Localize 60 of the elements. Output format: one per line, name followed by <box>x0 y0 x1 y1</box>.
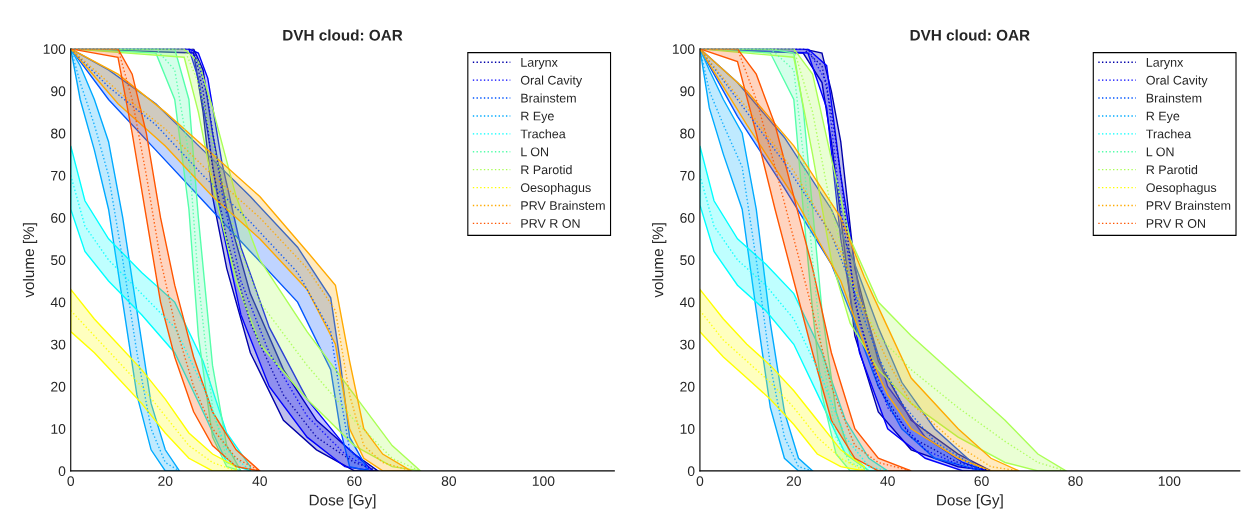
legend-label: R Eye <box>1146 111 1180 123</box>
legend-label: Trachea <box>1146 129 1192 139</box>
legend-label: Oral Cavity <box>1146 75 1208 88</box>
chart-title: DVH cloud: OAR <box>910 29 1030 41</box>
x-tick-label: 100 <box>1158 476 1181 486</box>
legend-label: PRV Brainstem <box>1146 200 1231 210</box>
legend-label: Brainstem <box>1146 93 1202 103</box>
y-tick-label: 50 <box>680 255 695 266</box>
y-tick-label: 70 <box>51 170 66 181</box>
x-tick-label: 80 <box>441 476 457 486</box>
x-tick-label: 40 <box>252 476 267 486</box>
y-tick-label: 20 <box>680 381 695 392</box>
legend-label: Oral Cavity <box>520 75 583 88</box>
legend-label: Oesophagus <box>1146 182 1217 195</box>
y-tick-label: 60 <box>51 213 66 223</box>
x-tick-label: 0 <box>67 476 75 486</box>
x-tick-label: 40 <box>880 476 895 486</box>
y-tick-label: 80 <box>51 128 66 139</box>
legend-label: PRV R ON <box>1146 219 1205 228</box>
y-axis-title: volume [%] <box>22 223 38 298</box>
chart-title: DVH cloud: OAR <box>283 29 403 41</box>
y-axis-title: volume [%] <box>652 223 667 298</box>
legend-label: R Parotid <box>1146 164 1198 175</box>
x-tick-label: 100 <box>532 476 555 486</box>
y-tick-label: 30 <box>680 339 695 350</box>
legend-label: R Parotid <box>521 164 572 175</box>
y-tick-label: 20 <box>51 381 66 392</box>
y-tick-label: 40 <box>679 297 695 308</box>
legend-label: L ON <box>521 147 549 157</box>
y-tick-label: 0 <box>687 466 695 477</box>
y-tick-label: 90 <box>680 86 695 97</box>
x-axis-title: Dose [Gy] <box>937 494 1003 509</box>
legend-label: PRV Brainstem <box>521 200 605 210</box>
legend-label: Oesophagus <box>520 182 591 195</box>
x-tick-label: 60 <box>347 476 362 486</box>
legend-label: Brainstem <box>521 93 576 103</box>
y-tick-label: 10 <box>680 424 695 434</box>
x-tick-label: 0 <box>696 476 704 486</box>
x-tick-label: 80 <box>1068 476 1083 486</box>
x-tick-label: 20 <box>786 476 801 486</box>
y-tick-label: 90 <box>51 86 66 97</box>
y-tick-label: 10 <box>51 424 66 434</box>
legend-label: L ON <box>1146 147 1174 157</box>
y-tick-label: 30 <box>50 339 66 350</box>
y-tick-label: 80 <box>680 128 695 139</box>
y-tick-label: 60 <box>680 213 695 223</box>
y-tick-label: 40 <box>50 297 66 308</box>
y-tick-label: 50 <box>50 255 66 266</box>
x-axis-title: Dose [Gy] <box>309 494 376 509</box>
x-tick-label: 20 <box>158 476 173 486</box>
legend-label: R Eye <box>521 111 554 123</box>
y-tick-label: 0 <box>58 466 66 477</box>
y-tick-label: 70 <box>680 170 695 181</box>
x-tick-label: 60 <box>974 476 989 486</box>
legend-label: Larynx <box>1146 58 1184 70</box>
y-tick-label: 100 <box>43 44 66 54</box>
y-tick-label: 100 <box>672 44 695 54</box>
legend-label: Larynx <box>521 58 558 70</box>
legend-label: Trachea <box>520 129 566 139</box>
legend-label: PRV R ON <box>521 219 580 228</box>
